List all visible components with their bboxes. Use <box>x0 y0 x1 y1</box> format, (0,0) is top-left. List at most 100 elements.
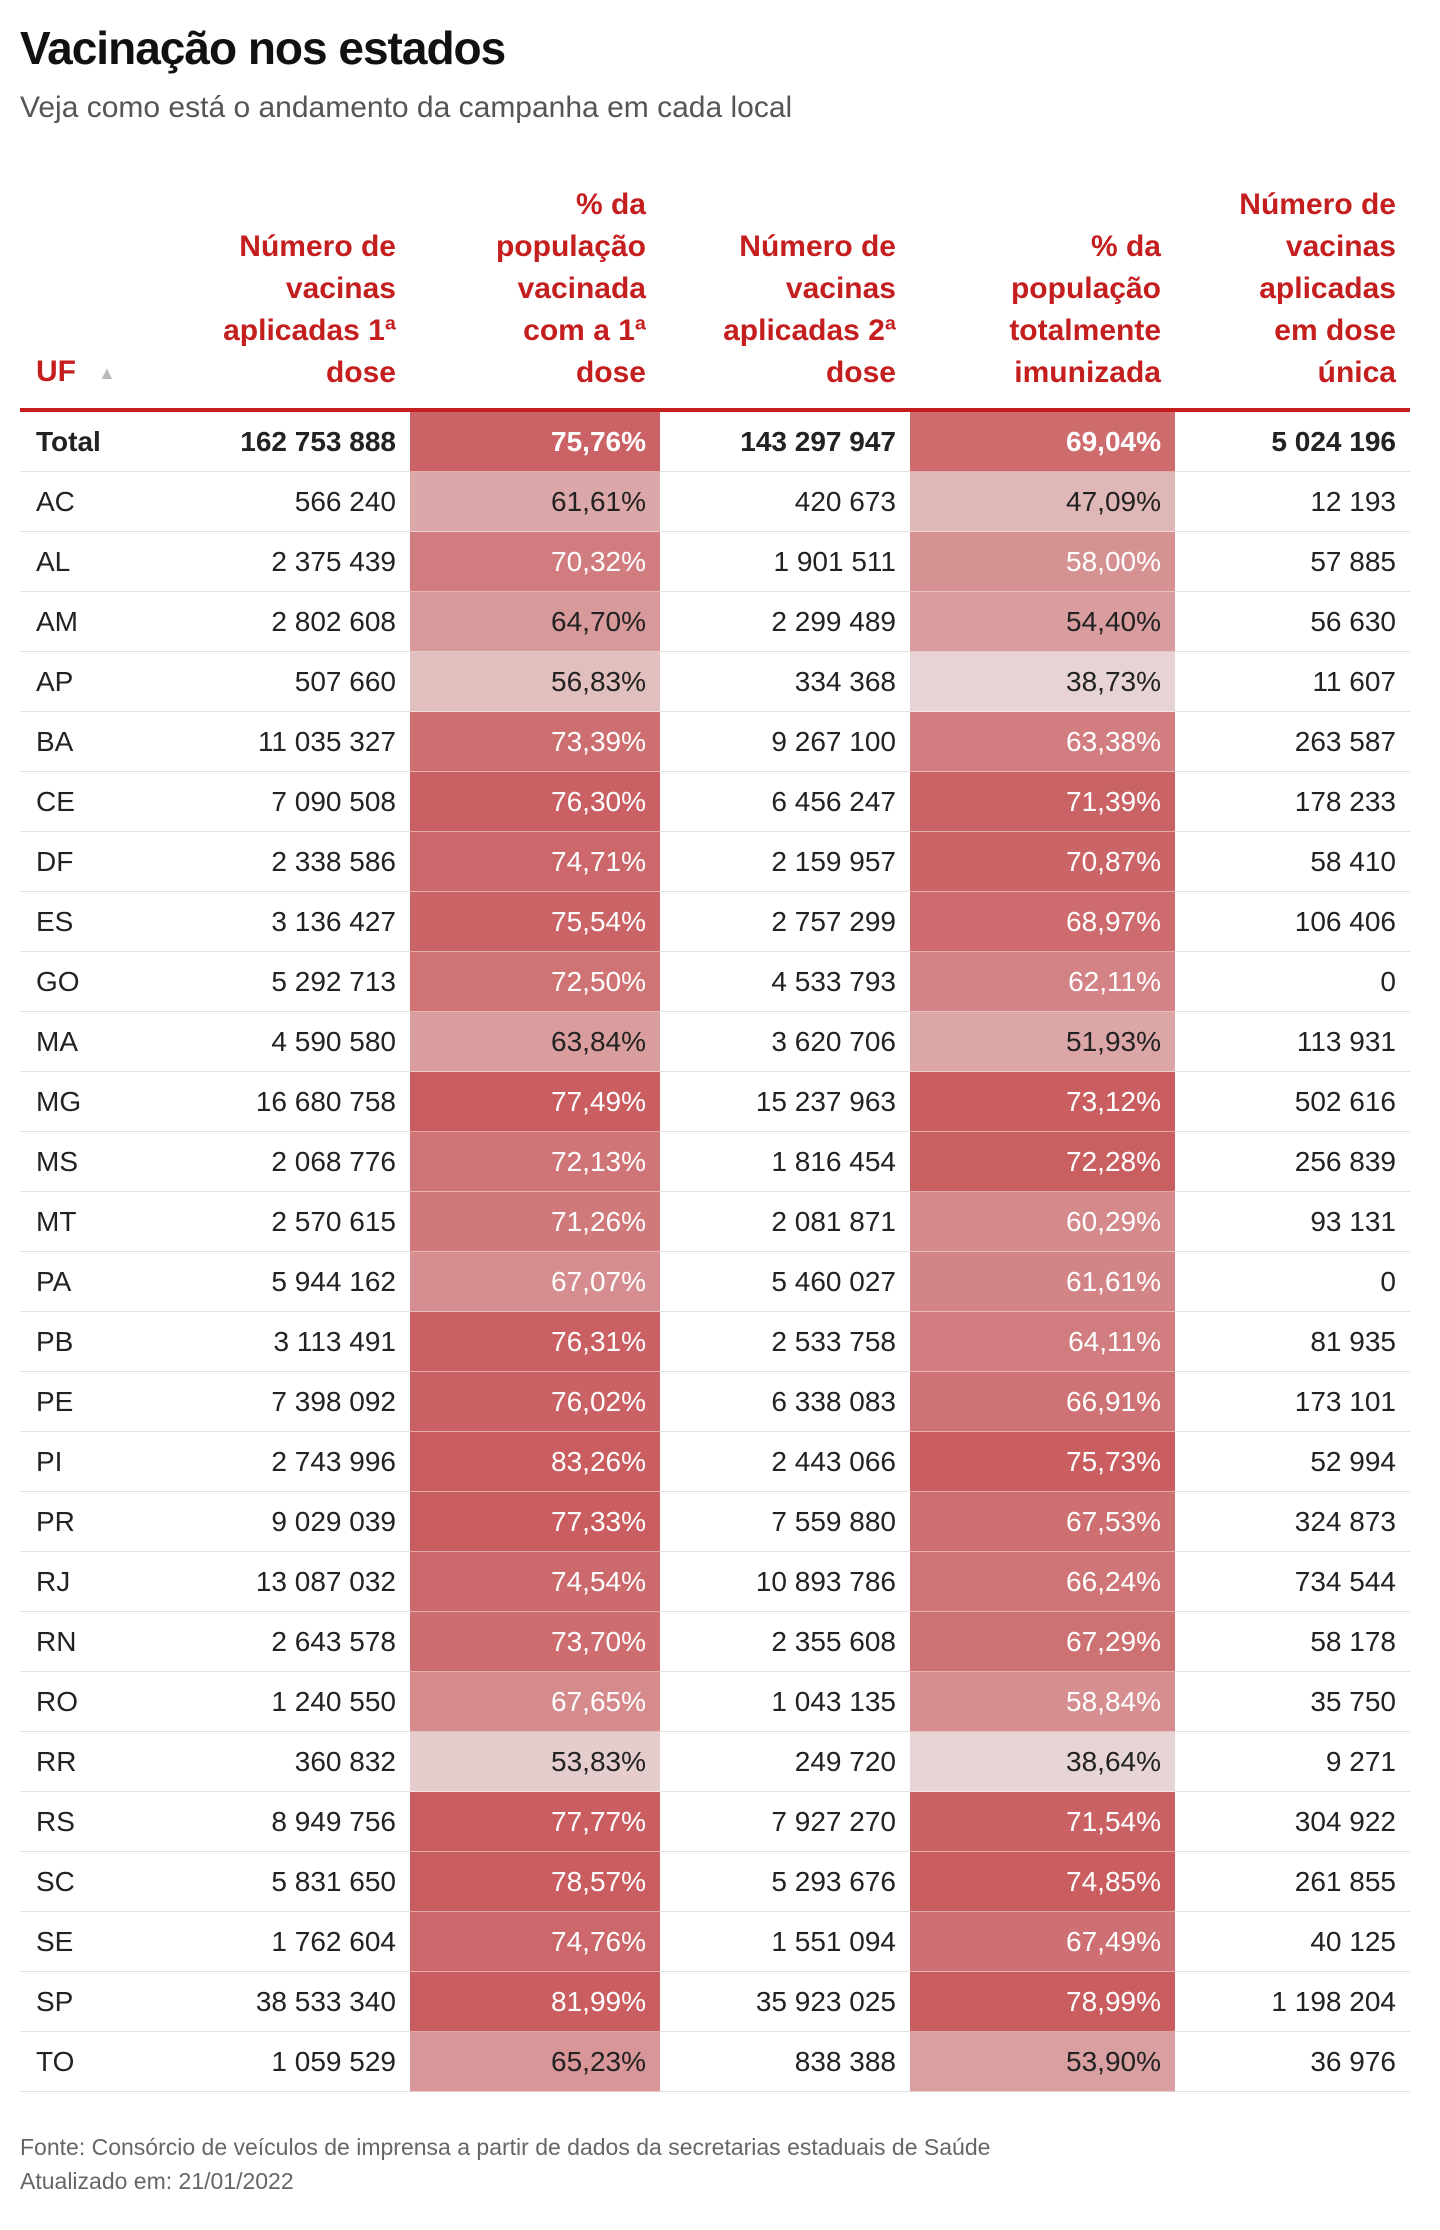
cell-pct2: 38,64% <box>910 1731 1175 1792</box>
cell-uf: GO <box>20 951 145 1012</box>
column-header-line: população <box>495 230 646 263</box>
table-row: AP 507 660 56,83% 334 368 38,73% 11 607 <box>20 651 1410 712</box>
page-title: Vacinação nos estados <box>20 22 506 74</box>
cell-uf: SC <box>20 1851 145 1912</box>
vaccination-table: UF ▲ Número de vacinas aplicadas 1ª dose % d… <box>20 184 1410 2092</box>
cell-dose2: 2 299 489 <box>660 591 910 652</box>
column-header-dose2[interactable]: Número de vacinas aplicadas 2ª dose <box>660 184 910 410</box>
cell-dose1: 2 802 608 <box>145 591 410 652</box>
column-header-line: Número de <box>239 230 396 263</box>
total-row: Total 162 753 888 75,76% 143 297 947 69,04% 5… <box>20 410 1410 472</box>
table-row: BA 11 035 327 73,39% 9 267 100 63,38% 263 587 <box>20 711 1410 772</box>
footer: Fonte: Consórcio de veículos de imprensa… <box>20 2130 1430 2198</box>
cell-pct2: 78,99% <box>910 1971 1175 2032</box>
table-row: PI 2 743 996 83,26% 2 443 066 75,73% 52 994 <box>20 1431 1410 1492</box>
cell-dose2: 2 443 066 <box>660 1431 910 1492</box>
cell-uf: RR <box>20 1731 145 1792</box>
cell-uf: MG <box>20 1071 145 1132</box>
cell-pct1: 77,77% <box>410 1791 660 1852</box>
cell-single: 35 750 <box>1175 1671 1410 1732</box>
table-row: DF 2 338 586 74,71% 2 159 957 70,87% 58 410 <box>20 831 1410 892</box>
cell-single: 58 178 <box>1175 1611 1410 1672</box>
table-row: MT 2 570 615 71,26% 2 081 871 60,29% 93 131 <box>20 1191 1410 1252</box>
cell-pct1: 73,70% <box>410 1611 660 1672</box>
cell-dose1: 3 113 491 <box>145 1311 410 1372</box>
column-header-line: Número de <box>1239 188 1396 221</box>
cell-pct1: 67,07% <box>410 1251 660 1312</box>
cell-uf: AP <box>20 651 145 712</box>
cell-single: 12 193 <box>1175 471 1410 532</box>
cell-pct1: 72,50% <box>410 951 660 1012</box>
sort-ascending-icon[interactable]: ▲ <box>98 363 116 383</box>
cell-pct2: 51,93% <box>910 1011 1175 1072</box>
cell-dose1: 2 570 615 <box>145 1191 410 1252</box>
column-header-line: população <box>1010 272 1161 305</box>
cell-pct2: 63,38% <box>910 711 1175 772</box>
column-header-pct1[interactable]: % da população vacinada com a 1ª dose <box>410 184 660 410</box>
cell-single: 263 587 <box>1175 711 1410 772</box>
table-row: RO 1 240 550 67,65% 1 043 135 58,84% 35 750 <box>20 1671 1410 1732</box>
table-row: RN 2 643 578 73,70% 2 355 608 67,29% 58 178 <box>20 1611 1410 1672</box>
column-header-single[interactable]: Número de vacinas aplicadas em dose única <box>1175 184 1410 410</box>
column-header-line: dose <box>325 356 396 389</box>
cell-pct2: 47,09% <box>910 471 1175 532</box>
cell-dose2: 7 927 270 <box>660 1791 910 1852</box>
cell-single: 113 931 <box>1175 1011 1410 1072</box>
cell-single: 324 873 <box>1175 1491 1410 1552</box>
cell-pct2: 67,29% <box>910 1611 1175 1672</box>
cell-pct2: 60,29% <box>910 1191 1175 1252</box>
cell-pct1: 76,30% <box>410 771 660 832</box>
cell-pct2: 66,24% <box>910 1551 1175 1612</box>
column-header-line: % da <box>575 188 646 221</box>
column-header-uf[interactable]: UF ▲ <box>36 354 116 388</box>
cell-dose2: 10 893 786 <box>660 1551 910 1612</box>
table-row: MA 4 590 580 63,84% 3 620 706 51,93% 113 931 <box>20 1011 1410 1072</box>
cell-single: 40 125 <box>1175 1911 1410 1972</box>
source-note: Fonte: Consórcio de veículos de imprensa… <box>20 2134 991 2160</box>
column-header-line: imunizada <box>1014 356 1161 389</box>
cell-dose2: 2 159 957 <box>660 831 910 892</box>
cell-pct2: 58,84% <box>910 1671 1175 1732</box>
cell-dose2: 1 551 094 <box>660 1911 910 1972</box>
cell-uf: AL <box>20 531 145 592</box>
column-header-line: dose <box>825 356 896 389</box>
table-row: PE 7 398 092 76,02% 6 338 083 66,91% 173 101 <box>20 1371 1410 1432</box>
cell-uf: PA <box>20 1251 145 1312</box>
cell-uf: RS <box>20 1791 145 1852</box>
table-row: SP 38 533 340 81,99% 35 923 025 78,99% 1 198 … <box>20 1971 1410 2032</box>
cell-dose2: 143 297 947 <box>660 410 910 472</box>
column-header-pct2[interactable]: % da população totalmente imunizada <box>910 184 1175 410</box>
column-header-line: aplicadas 1ª <box>223 314 396 347</box>
cell-dose1: 1 059 529 <box>145 2031 410 2092</box>
cell-dose1: 2 068 776 <box>145 1131 410 1192</box>
cell-dose1: 4 590 580 <box>145 1011 410 1072</box>
table-row: MS 2 068 776 72,13% 1 816 454 72,28% 256 839 <box>20 1131 1410 1192</box>
cell-pct2: 71,54% <box>910 1791 1175 1852</box>
cell-single: 52 994 <box>1175 1431 1410 1492</box>
cell-dose1: 11 035 327 <box>145 711 410 772</box>
cell-pct1: 73,39% <box>410 711 660 772</box>
column-header-line: Número de <box>739 230 896 263</box>
column-header-line: aplicadas 2ª <box>723 314 896 347</box>
cell-dose2: 2 533 758 <box>660 1311 910 1372</box>
cell-single: 57 885 <box>1175 531 1410 592</box>
cell-dose1: 2 743 996 <box>145 1431 410 1492</box>
cell-uf: RN <box>20 1611 145 1672</box>
cell-pct2: 67,53% <box>910 1491 1175 1552</box>
cell-uf: BA <box>20 711 145 772</box>
column-header-line: dose <box>575 356 646 389</box>
table-row: RJ 13 087 032 74,54% 10 893 786 66,24% 734 54… <box>20 1551 1410 1612</box>
column-header-dose1[interactable]: Número de vacinas aplicadas 1ª dose <box>145 184 410 410</box>
cell-dose1: 1 240 550 <box>145 1671 410 1732</box>
cell-dose2: 7 559 880 <box>660 1491 910 1552</box>
column-header-line: em dose <box>1274 314 1396 347</box>
table-row: RR 360 832 53,83% 249 720 38,64% 9 271 <box>20 1731 1410 1792</box>
cell-pct2: 61,61% <box>910 1251 1175 1312</box>
cell-uf: RJ <box>20 1551 145 1612</box>
cell-pct2: 38,73% <box>910 651 1175 712</box>
table-row: AL 2 375 439 70,32% 1 901 511 58,00% 57 885 <box>20 531 1410 592</box>
table-row: SC 5 831 650 78,57% 5 293 676 74,85% 261 855 <box>20 1851 1410 1912</box>
cell-dose1: 507 660 <box>145 651 410 712</box>
cell-uf: SP <box>20 1971 145 2032</box>
cell-single: 5 024 196 <box>1175 410 1410 472</box>
